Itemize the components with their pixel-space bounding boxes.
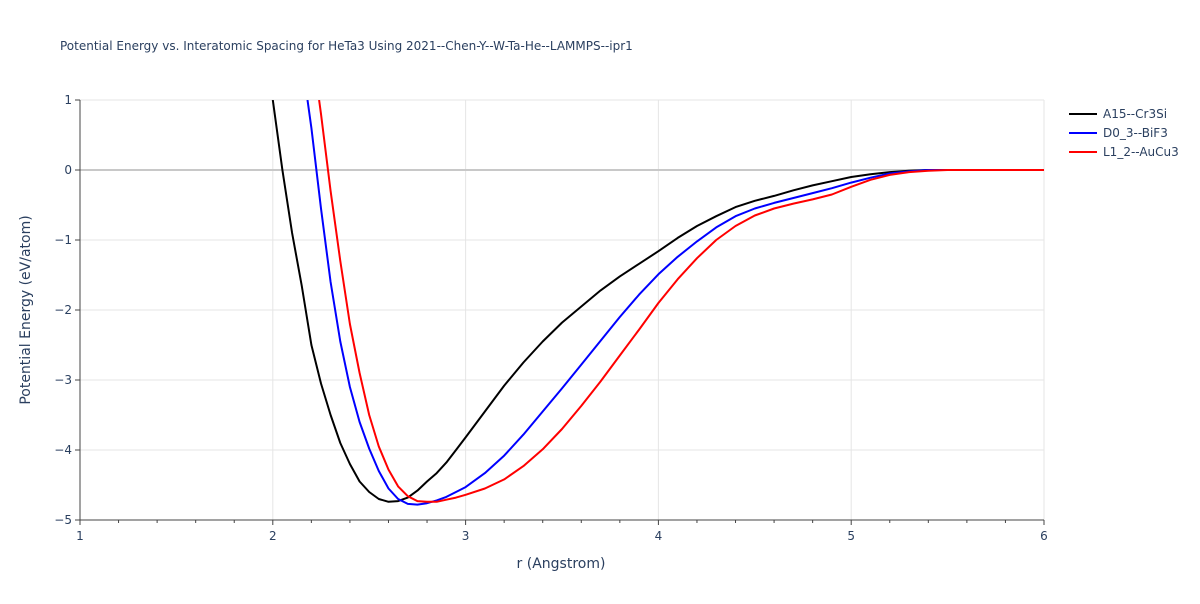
y-tick-label: −2: [54, 303, 72, 317]
legend-label: A15--Cr3Si: [1103, 107, 1167, 121]
legend[interactable]: A15--Cr3Si D0_3--BiF3 L1_2--AuCu3: [1069, 107, 1179, 159]
x-axis-title: r (Angstrom): [517, 556, 606, 572]
chart-title: Potential Energy vs. Interatomic Spacing…: [60, 39, 633, 53]
x-tick-label: 6: [1040, 529, 1048, 543]
series-line-3: [318, 100, 1044, 503]
series-line-2: [306, 100, 1044, 506]
series-line-1: [271, 100, 1044, 503]
x-tick-label: 2: [269, 529, 277, 543]
y-tick-label: −3: [54, 373, 72, 387]
x-tick-label: 5: [847, 529, 855, 543]
grid-layer: [80, 99, 1045, 520]
x-tick-label: 3: [462, 529, 470, 543]
y-tick-label: 1: [64, 93, 72, 107]
series-layer: [271, 100, 1044, 506]
x-tick-label: 4: [655, 529, 663, 543]
y-tick-label: 0: [64, 163, 72, 177]
y-axis-title: Potential Energy (eV/atom): [18, 215, 34, 404]
x-tick-label: 1: [76, 529, 84, 543]
y-tick-label: −4: [54, 443, 72, 457]
legend-item-2[interactable]: D0_3--BiF3: [1069, 126, 1168, 140]
legend-label: L1_2--AuCu3: [1103, 145, 1179, 159]
y-tick-label: −5: [54, 513, 72, 527]
legend-item-3[interactable]: L1_2--AuCu3: [1069, 145, 1179, 159]
legend-item-1[interactable]: A15--Cr3Si: [1069, 107, 1167, 121]
legend-label: D0_3--BiF3: [1103, 126, 1168, 140]
y-tick-label: −1: [54, 233, 72, 247]
axes-layer: 1 2 3 4 5 6 1 0 −1 −2 −3 −4 −5: [54, 93, 1048, 543]
